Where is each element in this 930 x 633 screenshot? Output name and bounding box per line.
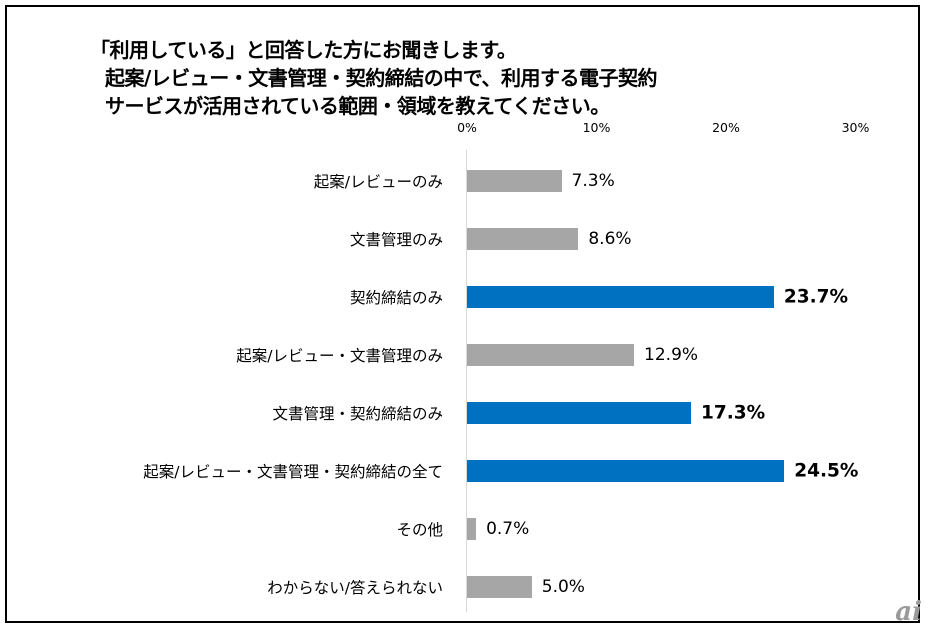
- data-label: 12.9%: [644, 345, 699, 365]
- data-label: 5.0%: [541, 577, 585, 597]
- bar: [467, 576, 532, 598]
- data-label: 0.7%: [486, 519, 530, 539]
- bar: [467, 286, 774, 308]
- category-label: 文書管理・契約締結のみ: [272, 405, 443, 423]
- bar: [467, 344, 635, 366]
- data-label: 17.3%: [701, 402, 766, 424]
- x-tick-label: 10%: [582, 120, 611, 135]
- bar: [467, 460, 785, 482]
- category-label: 契約締結のみ: [349, 289, 443, 307]
- chart-title-line-1: 「利用している」と回答した方にお聞きします。: [90, 38, 517, 62]
- x-tick-label: 30%: [841, 120, 870, 135]
- data-label: 23.7%: [783, 286, 849, 308]
- data-label: 24.5%: [794, 460, 859, 482]
- category-label: 文書管理のみ: [349, 231, 443, 249]
- category-label: 起案/レビュー・文書管理のみ: [236, 347, 443, 365]
- y-axis-line: [466, 150, 467, 612]
- bar: [467, 518, 477, 540]
- category-label: 起案/レビュー・文書管理・契約締結の全て: [143, 463, 443, 481]
- category-label: わからない/答えられない: [267, 579, 443, 597]
- category-label: 起案/レビューのみ: [313, 173, 443, 191]
- watermark-logo: ai: [895, 597, 922, 627]
- data-label: 7.3%: [571, 171, 615, 191]
- category-label: その他: [396, 521, 443, 539]
- chart-frame: [5, 5, 920, 623]
- x-tick-label: 20%: [712, 120, 740, 135]
- x-tick-label: 0%: [457, 120, 477, 135]
- chart-title-line-2: 起案/レビュー・文書管理・契約締結の中で、利用する電子契約: [105, 66, 658, 90]
- chart-title-line-3: サービスが活用されている範囲・領域を教えてください。: [105, 94, 610, 118]
- bar: [467, 402, 692, 424]
- data-label: 8.6%: [588, 229, 632, 249]
- bar: [467, 228, 579, 250]
- bar: [467, 170, 562, 192]
